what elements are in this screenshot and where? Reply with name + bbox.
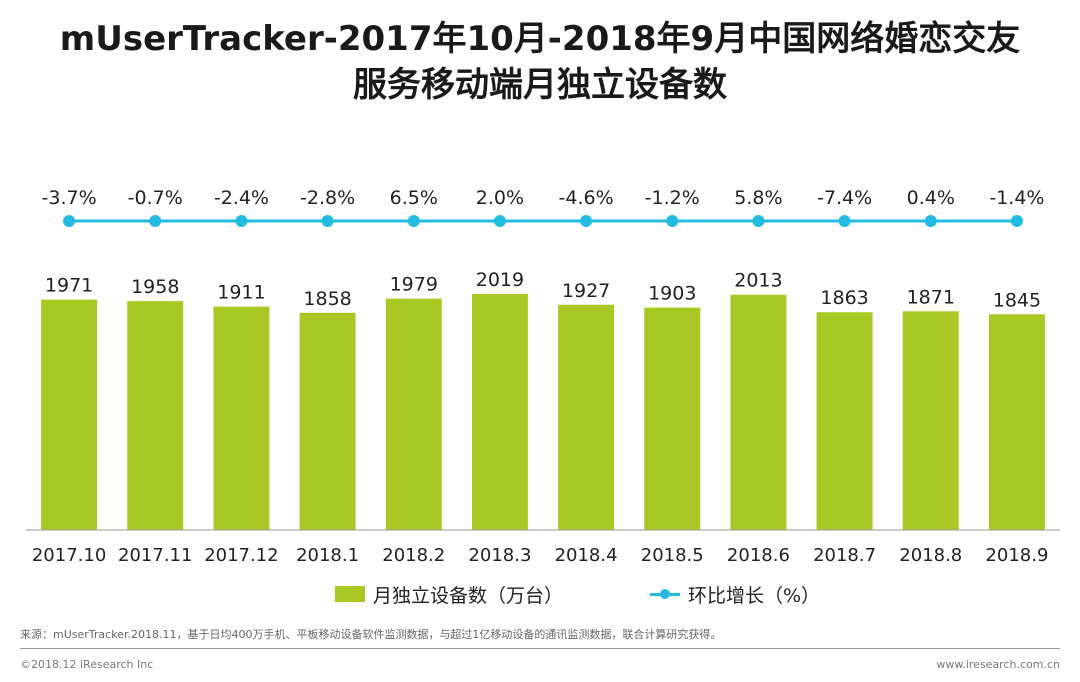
bar-value-label: 1871	[907, 286, 955, 308]
growth-value-label: -1.4%	[989, 187, 1044, 209]
growth-point-2018.7	[838, 215, 851, 227]
x-tick-label: 2018.4	[555, 545, 618, 566]
legend-item-line: 环比增长（%）	[650, 580, 820, 608]
bar-value-label: 1927	[562, 280, 610, 302]
bar-value-label: 1971	[45, 275, 93, 297]
bar-value-label: 1845	[993, 289, 1041, 311]
bar-value-label: 1958	[131, 276, 179, 298]
chart-legend: 月独立设备数（万台） 环比增长（%）	[0, 580, 1080, 608]
x-tick-label: 2018.1	[296, 545, 359, 566]
bar-2017.12	[213, 306, 270, 530]
growth-point-2018.1	[321, 215, 334, 227]
bar-2018.6	[730, 294, 787, 530]
growth-point-2017.12	[235, 215, 248, 227]
growth-value-label: -7.4%	[817, 187, 872, 209]
bar-2017.11	[127, 301, 184, 530]
growth-value-label: -4.6%	[559, 187, 614, 209]
x-tick-label: 2018.7	[813, 545, 876, 566]
bar-value-label: 1858	[303, 288, 351, 310]
bar-2017.10	[41, 299, 98, 530]
x-tick-label: 2017.11	[118, 545, 192, 566]
bar-value-label: 1863	[820, 287, 868, 309]
legend-bar-label: 月独立设备数（万台）	[373, 584, 564, 607]
bar-2018.3	[471, 294, 528, 530]
growth-value-label: -0.7%	[128, 187, 183, 209]
bar-value-label: 1979	[390, 274, 438, 296]
growth-value-label: -1.2%	[645, 187, 700, 209]
growth-point-2017.10	[63, 215, 76, 227]
growth-value-label: -3.7%	[42, 187, 97, 209]
x-tick-label: 2018.6	[727, 545, 790, 566]
x-tick-label: 2018.2	[382, 545, 445, 566]
source-note: 来源：mUserTracker.2018.11，基于日均400万手机、平板移动设…	[20, 628, 722, 641]
bar-2018.1	[299, 312, 356, 530]
growth-value-label: 5.8%	[734, 187, 782, 209]
growth-point-2018.3	[493, 215, 506, 227]
bar-2018.7	[816, 312, 873, 530]
footer-divider	[20, 648, 1060, 649]
x-tick-label: 2018.3	[468, 545, 531, 566]
bar-value-label: 2019	[476, 269, 524, 291]
chart-title-line-2: 服务移动端月独立设备数	[353, 65, 727, 105]
growth-value-label: 2.0%	[476, 187, 524, 209]
chart-title-line-1: mUserTracker-2017年10月-2018年9月中国网络婚恋交友	[59, 19, 1021, 59]
chart-area: 1971 1958 1911 1858 1979 2019 1927 1903 2013 1863…	[26, 187, 1060, 566]
growth-value-label: -2.8%	[300, 187, 355, 209]
x-tick-label: 2018.9	[985, 545, 1048, 566]
copyright-text: ©2018.12 iResearch Inc	[20, 658, 154, 671]
growth-point-2018.5	[666, 215, 679, 227]
growth-point-2018.8	[924, 215, 937, 227]
legend-line-label: 环比增长（%）	[688, 584, 821, 607]
growth-point-2017.11	[149, 215, 162, 227]
growth-point-2018.6	[752, 215, 765, 227]
legend-bar-swatch	[335, 586, 365, 602]
bar-2018.5	[644, 307, 701, 530]
x-tick-label: 2017.12	[204, 545, 278, 566]
legend-item-bar: 月独立设备数（万台）	[335, 580, 563, 608]
growth-point-2018.2	[407, 215, 420, 227]
bar-value-label: 2013	[734, 270, 782, 292]
bar-value-label: 1911	[217, 282, 265, 304]
bar-2018.9	[988, 314, 1045, 530]
x-tick-label: 2018.5	[641, 545, 704, 566]
growth-value-label: 6.5%	[390, 187, 438, 209]
bar-2018.4	[558, 304, 615, 530]
growth-value-label: 0.4%	[907, 187, 955, 209]
bar-2018.2	[385, 298, 442, 530]
growth-point-2018.4	[580, 215, 593, 227]
growth-point-2018.9	[1010, 215, 1023, 227]
website-text: www.iresearch.com.cn	[936, 658, 1060, 671]
bar-value-label: 1903	[648, 283, 696, 305]
legend-line-swatch	[650, 586, 680, 602]
bar-2018.8	[902, 311, 959, 530]
x-tick-label: 2017.10	[32, 545, 106, 566]
x-tick-label: 2018.8	[899, 545, 962, 566]
growth-value-label: -2.4%	[214, 187, 269, 209]
